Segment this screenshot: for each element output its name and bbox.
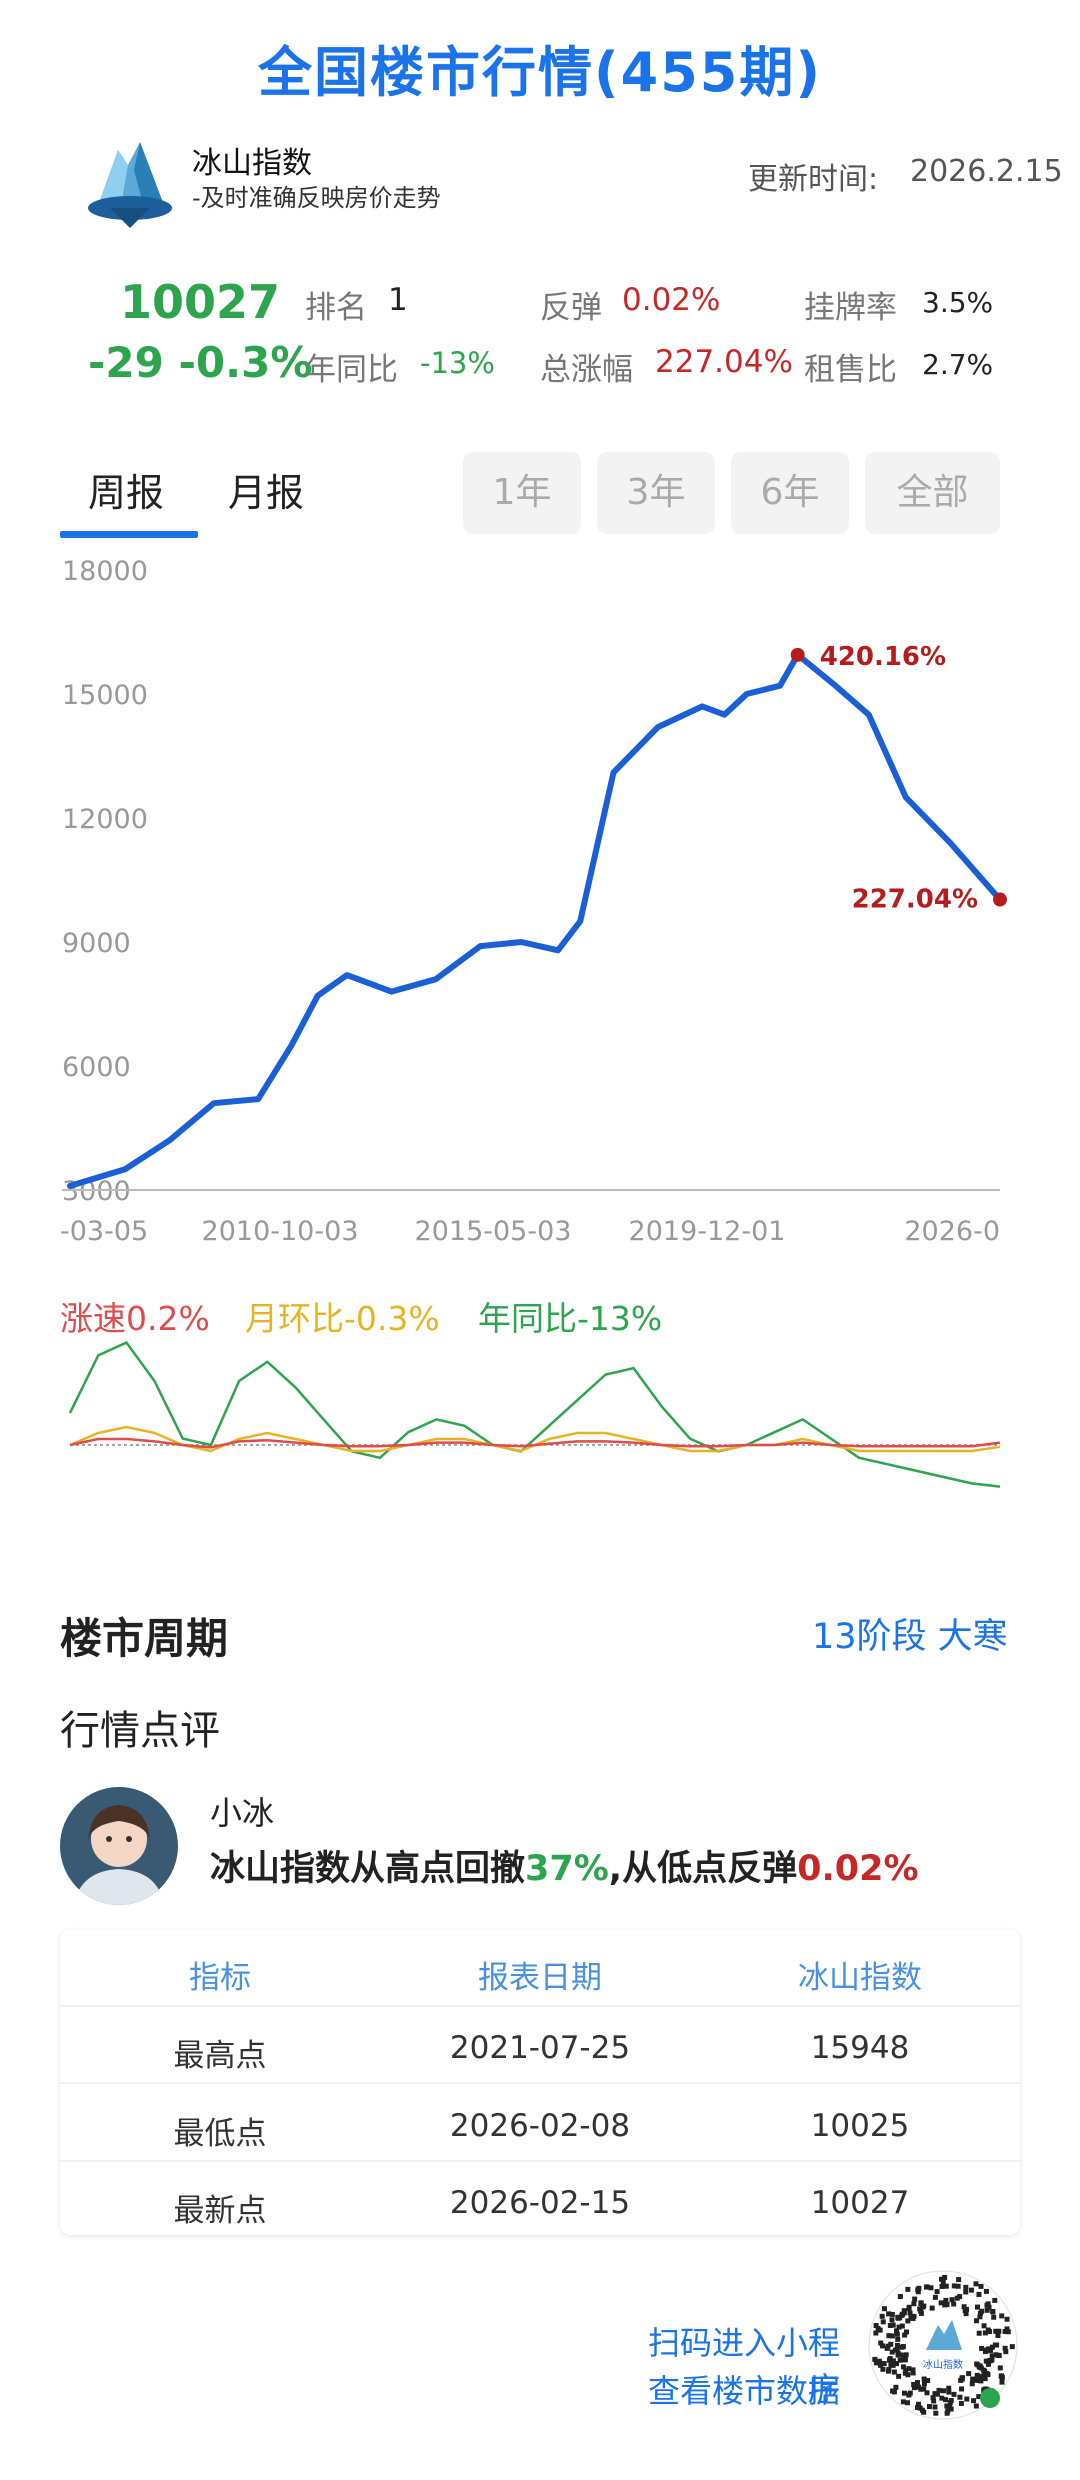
table-cell: 2026-02-15 (449, 2185, 631, 2221)
range-all-button[interactable]: 全部 (865, 452, 1000, 534)
rank-value: 1 (388, 282, 408, 318)
yoy-label: 年同比 (305, 352, 398, 388)
table-cell: 最高点 (173, 2038, 267, 2074)
legend-speed: 涨速0.2% (60, 1299, 210, 1338)
row-divider (60, 2082, 1020, 2084)
comment-drawdown: 37% (525, 1849, 609, 1889)
index-value: 10027 (120, 275, 281, 329)
indicator-series (68, 1341, 1001, 1488)
update-value: 2026.2.15 (910, 154, 1063, 189)
qr-label: 冰山指数 (923, 2358, 963, 2371)
y-axis-ticks: 18000 15000 12000 9000 6000 3000 (62, 556, 148, 1207)
rent-value: 2.7% (922, 348, 994, 381)
rank-label: 排名 (305, 290, 367, 326)
table-cell: 10027 (810, 2185, 910, 2221)
y-tick-label: 12000 (62, 804, 148, 835)
annotation-point (790, 647, 805, 662)
yoy-value: -13% (420, 346, 495, 380)
cycle-stage-link[interactable]: 13阶段 大寒 (812, 1617, 1008, 1657)
tab-monthly[interactable]: 月报 (228, 471, 305, 515)
range-1y-button[interactable]: 1年 (463, 452, 581, 534)
annotation-point (993, 892, 1007, 907)
y-tick-label: 18000 (62, 556, 148, 587)
rebound-value: 0.02% (622, 282, 721, 318)
x-tick-label: 2010-10-03 (202, 1216, 359, 1247)
x-tick-label: 2019-12-01 (629, 1216, 786, 1247)
y-tick-label: 6000 (62, 1052, 131, 1083)
x-tick-label: 2015-05-03 (415, 1216, 572, 1247)
price-index-chart: 18000 15000 12000 9000 6000 3000 -03-05 2010-1… (60, 556, 1007, 1247)
row-divider (60, 2160, 1020, 2162)
iceberg-logo-icon (70, 130, 190, 230)
summary-table: 指标 报表日期 冰山指数 最高点 2021-07-25 15948 最低点 20… (60, 1930, 1020, 2235)
comment-title: 行情点评 (60, 1708, 220, 1754)
y-tick-label: 9000 (62, 928, 131, 959)
range-3y-button[interactable]: 3年 (597, 452, 715, 534)
page-title: 全国楼市行情(455期) (257, 41, 823, 104)
range-6y-button[interactable]: 6年 (731, 452, 849, 534)
tab-weekly[interactable]: 周报 (88, 471, 165, 515)
indicator-series-line (68, 1341, 1001, 1488)
indicator-series-line (69, 1437, 1001, 1449)
total-value: 227.04% (655, 344, 793, 380)
table-header: 指标 (189, 1960, 251, 1996)
table-cell: 10025 (810, 2108, 910, 2144)
tab-active-indicator (60, 531, 198, 538)
qr-code-icon[interactable]: 冰山指数 (868, 2270, 1018, 2420)
brand-name: 冰山指数 (192, 146, 312, 181)
rebound-label: 反弹 (540, 290, 602, 326)
table-cell: 15948 (810, 2030, 910, 2066)
scan-line-1[interactable]: 扫码进入小程序 (647, 2324, 840, 2408)
comment-rebound: 0.02% (797, 1849, 919, 1889)
y-tick-label: 15000 (62, 680, 148, 711)
y-tick-label: 3000 (62, 1176, 131, 1207)
total-label: 总涨幅 (540, 352, 633, 388)
x-axis-ticks: -03-05 2010-10-03 2015-05-03 2019-12-01 2026… (60, 1216, 1000, 1247)
chart-annotations: 420.16% 227.04% (790, 642, 1007, 915)
rent-label: 租售比 (804, 352, 897, 388)
update-label: 更新时间: (748, 162, 879, 197)
table-cell: 最低点 (173, 2116, 267, 2152)
row-divider (60, 2005, 1020, 2007)
table-cell: 2026-02-08 (449, 2108, 631, 2144)
annotation-label: 227.04% (852, 885, 978, 915)
table-cell: 2021-07-25 (449, 2030, 631, 2066)
legend-mom: 月环比-0.3% (245, 1299, 440, 1338)
x-tick-label: 2026-0 (904, 1216, 1000, 1247)
brand-slogan: -及时准确反映房价走势 (192, 184, 441, 212)
table-header: 冰山指数 (798, 1960, 922, 1996)
avatar (60, 1787, 178, 1905)
cycle-title: 楼市周期 (60, 1614, 229, 1663)
listing-value: 3.5% (922, 286, 994, 319)
legend-yoy: 年同比-13% (478, 1299, 663, 1338)
table-cell: 最新点 (173, 2193, 267, 2229)
comment-text-a: 冰山指数从高点回撤 (210, 1849, 526, 1889)
indicator-chart (68, 1341, 1001, 1488)
table-header: 报表日期 (478, 1960, 602, 1996)
comment-text: 冰山指数从高点回撤37%,从低点反弹0.02% (210, 1840, 919, 1891)
x-tick-label: -03-05 (60, 1216, 148, 1247)
comment-author: 小冰 (210, 1794, 275, 1832)
comment-text-c: ,从低点反弹 (608, 1849, 798, 1889)
scan-line-2[interactable]: 查看楼市数据 (647, 2372, 840, 2410)
price-series-line (67, 651, 1003, 1189)
listing-label: 挂牌率 (804, 290, 897, 326)
index-change: -29 -0.3% (88, 338, 313, 387)
annotation-label: 420.16% (820, 642, 946, 672)
